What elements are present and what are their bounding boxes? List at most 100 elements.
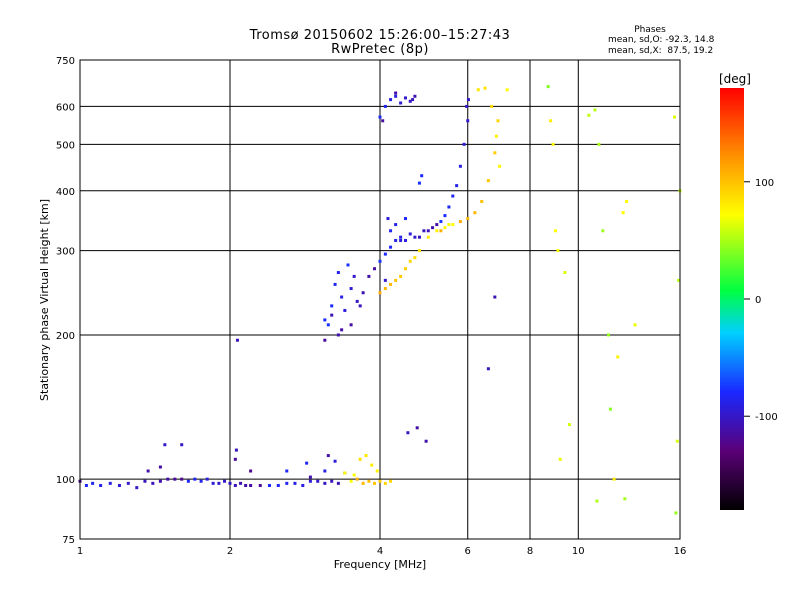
data-point	[285, 469, 289, 473]
grid	[80, 60, 680, 539]
data-point	[496, 119, 500, 123]
data-point	[415, 426, 419, 430]
data-point	[166, 477, 170, 481]
data-point	[674, 511, 678, 515]
data-point	[205, 477, 209, 481]
data-point	[301, 483, 305, 487]
y-tick-label: 300	[56, 247, 75, 258]
x-axis-label: Frequency [MHz]	[334, 558, 426, 571]
data-point	[601, 229, 605, 233]
data-point	[394, 91, 398, 95]
data-point	[394, 223, 398, 227]
data-point	[466, 119, 470, 123]
data-point	[346, 263, 350, 267]
stats-title: Phases	[634, 25, 666, 35]
data-point	[587, 113, 591, 117]
data-point	[267, 483, 271, 487]
data-point	[389, 479, 393, 483]
data-point	[494, 134, 498, 138]
data-point	[675, 439, 679, 443]
data-point	[403, 96, 407, 100]
data-point	[677, 278, 681, 282]
data-point	[389, 245, 393, 249]
x-tick-label: 10	[572, 546, 585, 557]
chart-title: Tromsø 20150602 15:26:00–15:27:43	[249, 28, 511, 43]
data-point	[394, 238, 398, 242]
data-point	[403, 267, 407, 271]
data-point	[505, 88, 509, 92]
data-point	[399, 101, 403, 105]
data-point	[417, 235, 421, 239]
x-tick-label: 1	[77, 546, 83, 557]
data-point	[383, 252, 387, 256]
data-point	[546, 85, 550, 89]
data-point	[394, 94, 398, 98]
data-point	[323, 318, 327, 322]
data-point	[249, 483, 253, 487]
data-point	[163, 443, 167, 447]
data-point	[406, 431, 410, 435]
data-point	[234, 448, 238, 452]
data-point	[223, 479, 227, 483]
data-point	[336, 481, 340, 485]
data-point	[293, 481, 297, 485]
data-point	[158, 479, 162, 483]
data-point	[408, 259, 412, 263]
data-point	[567, 423, 571, 427]
data-point	[378, 259, 382, 263]
data-point	[458, 164, 462, 168]
data-point	[349, 323, 353, 327]
stats-o-mode: mean, sd,O: -92.3, 14.8	[608, 35, 715, 45]
data-point	[455, 184, 459, 188]
data-point	[621, 211, 625, 215]
data-point	[349, 287, 353, 291]
data-point	[308, 475, 312, 479]
data-point	[595, 499, 599, 503]
data-point	[340, 328, 344, 332]
data-point	[623, 497, 627, 501]
data-point	[126, 481, 130, 485]
data-point	[462, 142, 466, 146]
data-point	[180, 477, 184, 481]
data-point	[480, 199, 484, 203]
data-point	[199, 479, 203, 483]
data-point	[249, 469, 253, 473]
data-point	[330, 313, 334, 317]
data-point	[336, 271, 340, 275]
data-point	[364, 454, 368, 458]
data-point	[352, 274, 356, 278]
data-point	[473, 211, 477, 215]
data-point	[673, 115, 677, 119]
y-tick-label: 100	[56, 475, 75, 486]
data-point	[228, 481, 232, 485]
data-point	[375, 469, 379, 473]
data-point	[413, 256, 417, 260]
data-point	[378, 479, 382, 483]
data-point	[367, 479, 371, 483]
data-point	[233, 483, 237, 487]
data-point	[330, 479, 334, 483]
data-point	[483, 86, 487, 90]
data-point	[476, 88, 480, 92]
data-point	[326, 454, 330, 458]
data-point	[411, 98, 415, 102]
data-point	[486, 179, 490, 183]
data-point	[386, 217, 390, 221]
data-point	[422, 229, 426, 233]
y-tick-label: 600	[56, 102, 75, 113]
data-point	[285, 481, 289, 485]
data-point	[358, 304, 362, 308]
y-tick-label: 500	[56, 140, 75, 151]
data-point	[158, 465, 162, 469]
x-axis-ticks: 1 2 4 6 8 10 16	[77, 546, 687, 557]
data-point	[420, 174, 424, 178]
data-point	[426, 229, 430, 233]
data-point	[258, 483, 262, 487]
y-tick-label: 75	[62, 535, 75, 546]
data-point	[413, 94, 417, 98]
data-point	[413, 235, 417, 239]
data-point	[378, 291, 382, 295]
data-point	[435, 223, 439, 227]
data-point	[349, 479, 353, 483]
